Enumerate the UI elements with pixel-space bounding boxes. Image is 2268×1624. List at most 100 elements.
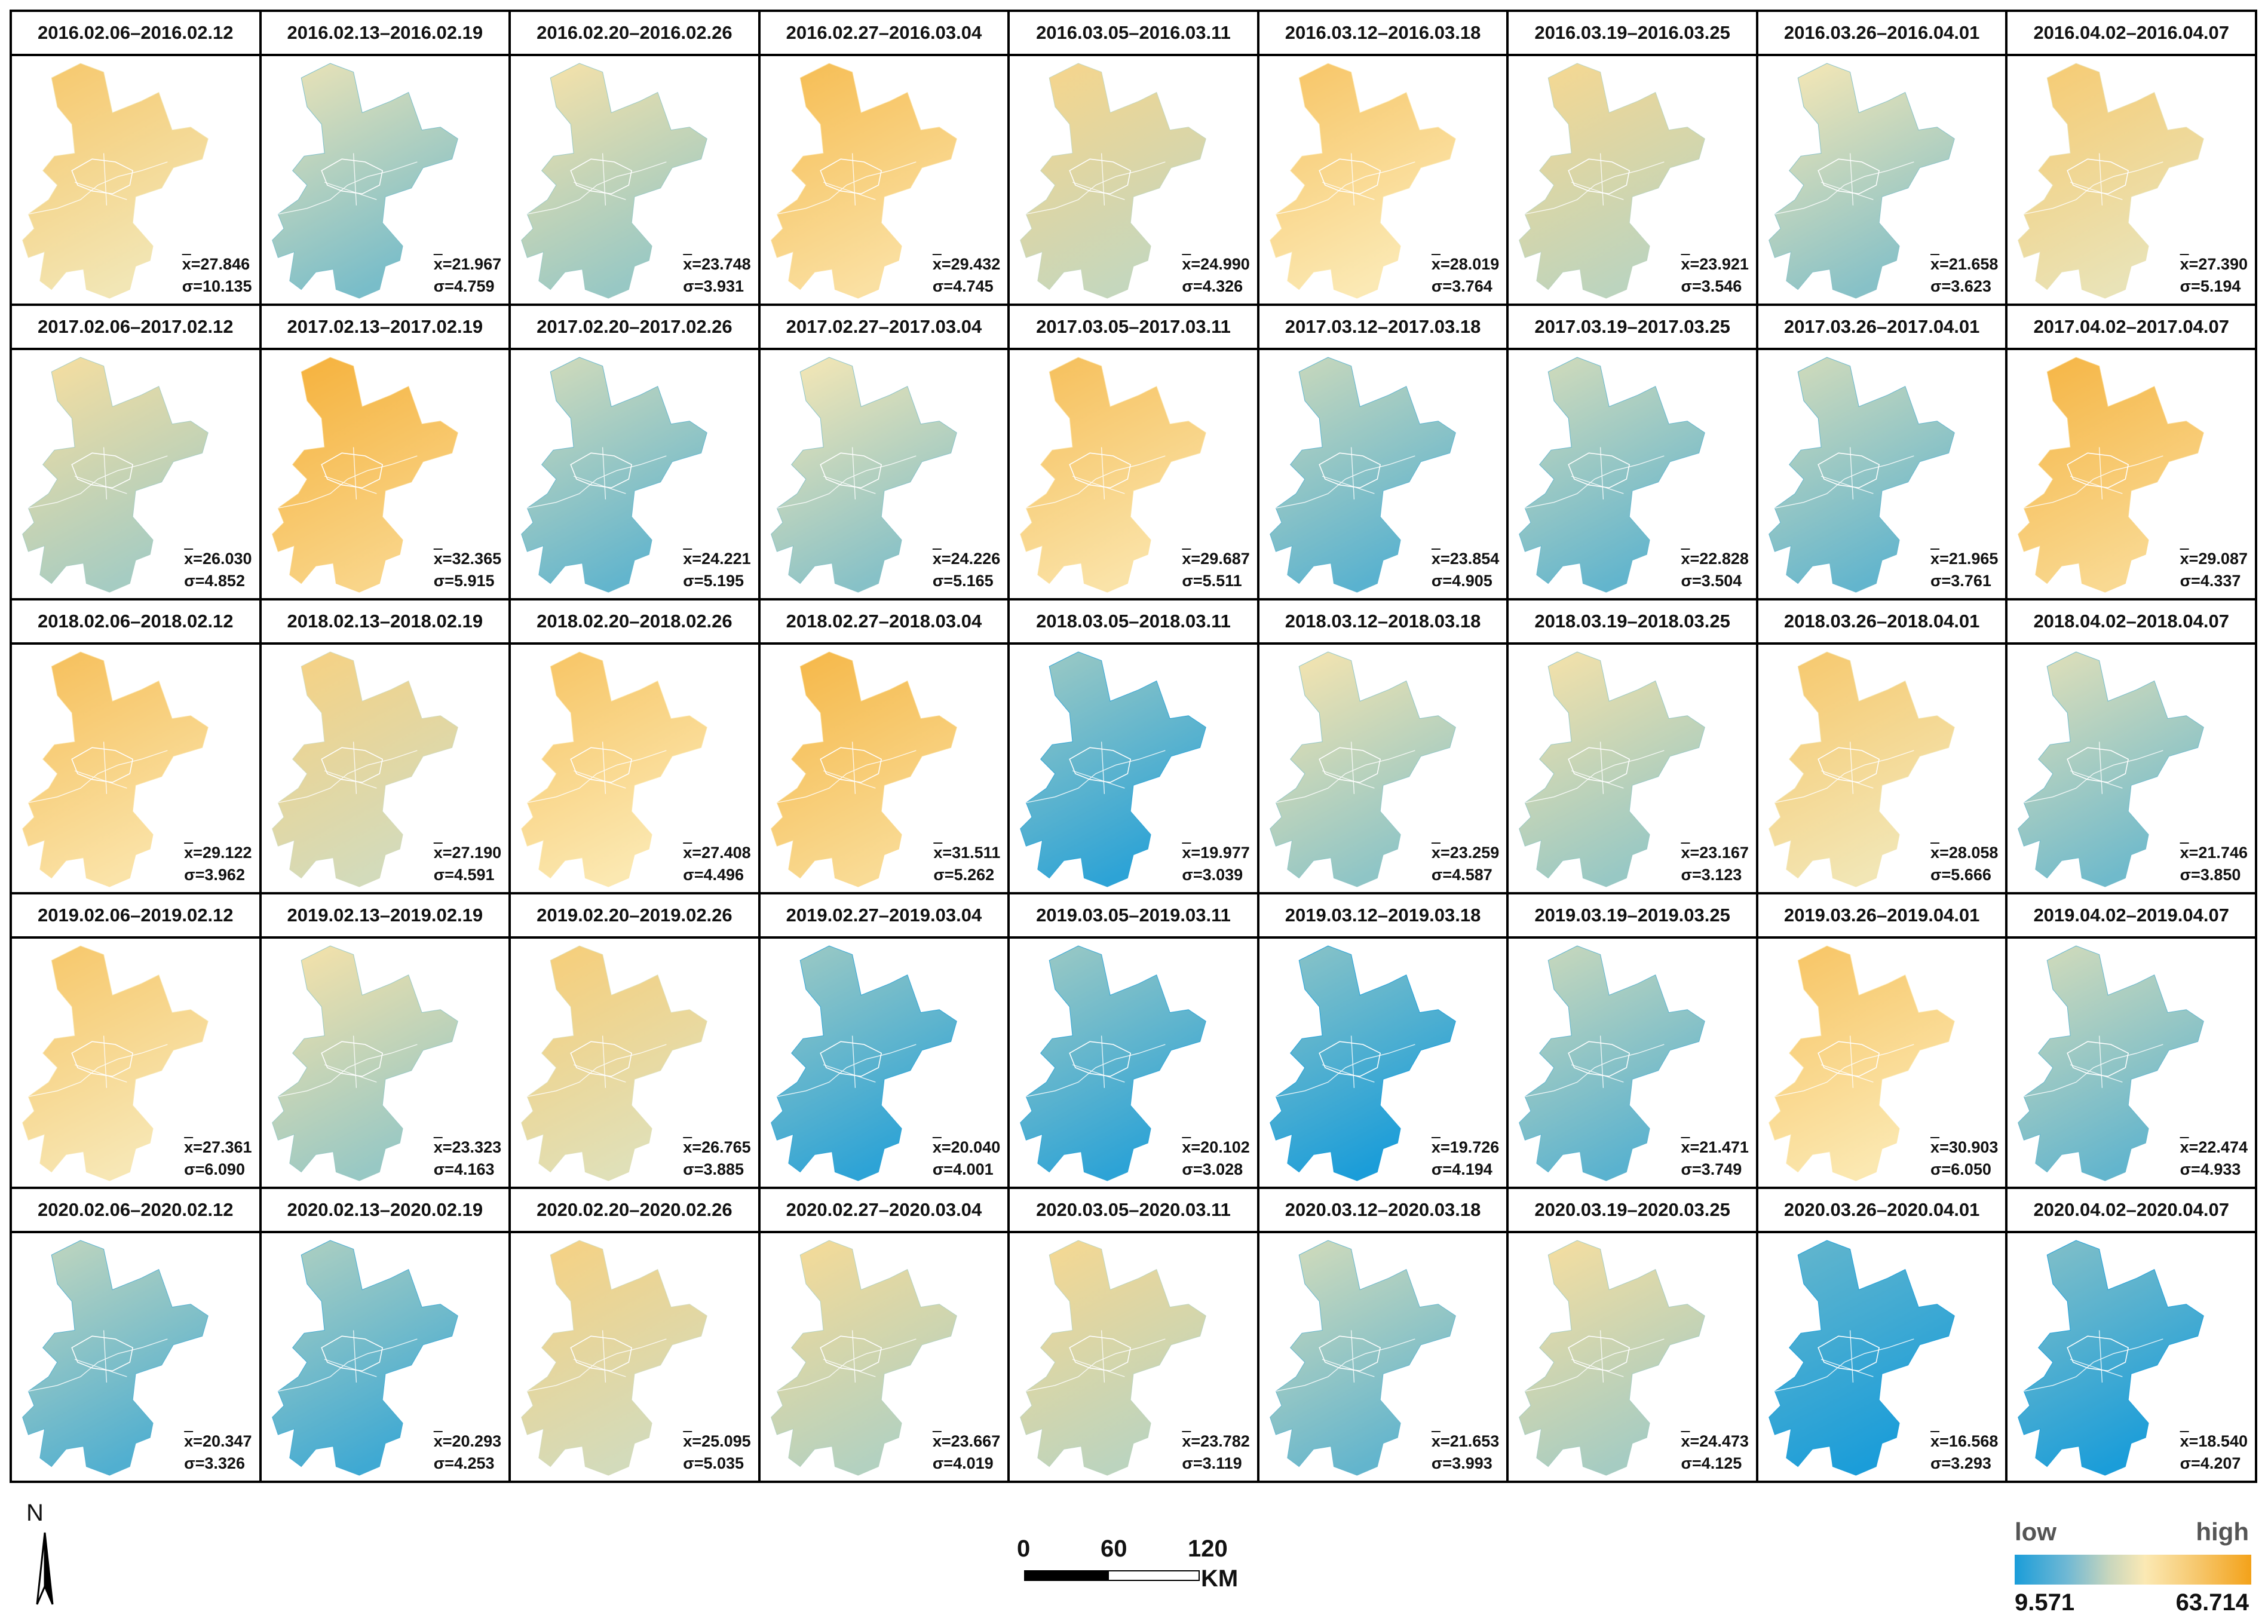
region-map	[1020, 945, 1207, 1181]
sd-value: σ=4.852	[184, 571, 245, 590]
panel-map-area: x=29.432 σ=4.745	[761, 56, 1008, 304]
panel-title: 2020.02.27–2020.03.04	[760, 1189, 1008, 1233]
map-panel: 2017.02.27–2017.03.04 x=24.226 σ=5.165	[760, 306, 1010, 600]
sd-value: σ=6.050	[1930, 1160, 1991, 1178]
sd-value: σ=5.511	[1182, 571, 1242, 590]
map-panel: 2019.02.27–2019.03.04 x=20.040 σ=4.001	[760, 894, 1010, 1189]
mean-value: x=30.903	[1930, 1138, 1999, 1156]
panel-title: 2016.03.19–2016.03.25	[1509, 12, 1756, 56]
map-panel: 2019.03.19–2019.03.25 x=21.471 σ=3.749	[1509, 894, 1758, 1189]
map-panel: 2018.02.06–2018.02.12 x=29.122 σ=3.962	[12, 600, 262, 895]
panel-map-area: x=29.687 σ=5.511	[1010, 350, 1257, 597]
region-map	[1769, 1240, 1955, 1476]
mean-value: x=21.965	[1930, 549, 1999, 568]
sd-value: σ=3.039	[1182, 866, 1243, 884]
panel-map-area: x=24.226 σ=5.165	[761, 350, 1008, 597]
panel-map-area: x=26.765 σ=3.885	[511, 939, 758, 1186]
map-panel: 2016.02.06–2016.02.12 x=27.846 σ=10.135	[12, 12, 262, 307]
map-panel: 2020.02.06–2020.02.12 x=20.347 σ=3.326	[12, 1188, 262, 1483]
region-map	[1519, 945, 1706, 1181]
panel-map-area: x=23.323 σ=4.163	[262, 939, 509, 1186]
north-label: N	[26, 1500, 44, 1526]
mean-value: x=24.221	[683, 549, 751, 568]
region-map	[1020, 357, 1207, 593]
panel-stats: x=18.540 σ=4.207	[2180, 1430, 2248, 1475]
sd-value: σ=3.885	[683, 1160, 744, 1178]
region-map	[1020, 63, 1207, 299]
mean-value: x=27.361	[184, 1138, 252, 1156]
panel-map-area: x=26.030 σ=4.852	[12, 350, 259, 597]
panel-map-area: x=28.019 σ=3.764	[1259, 56, 1507, 304]
panel-map-area: x=21.658 σ=3.623	[1758, 56, 2006, 304]
panel-title: 2016.03.26–2016.04.01	[1758, 12, 2006, 56]
map-panel: 2017.02.20–2017.02.26 x=24.221 σ=5.195	[511, 306, 761, 600]
region-map	[1020, 651, 1207, 887]
panel-map-area: x=27.361 σ=6.090	[12, 939, 259, 1186]
sd-value: σ=3.504	[1681, 571, 1742, 590]
panel-map-area: x=19.977 σ=3.039	[1010, 645, 1257, 892]
region-map	[770, 357, 957, 593]
mean-value: x=23.323	[433, 1138, 502, 1156]
panel-title: 2016.02.13–2016.02.19	[261, 12, 509, 56]
panel-stats: x=26.030 σ=4.852	[184, 548, 252, 592]
mean-value: x=24.990	[1182, 255, 1250, 274]
map-panel: 2016.03.19–2016.03.25 x=23.921 σ=3.546	[1509, 12, 1758, 307]
mean-value: x=21.746	[2180, 844, 2248, 862]
mean-value: x=29.122	[184, 844, 252, 862]
mean-value: x=32.365	[433, 549, 502, 568]
panel-stats: x=28.058 σ=5.666	[1930, 842, 1998, 886]
mean-value: x=28.058	[1930, 844, 1999, 862]
region-map	[22, 945, 209, 1181]
map-panel: 2018.03.05–2018.03.11 x=19.977 σ=3.039	[1010, 600, 1259, 895]
panel-stats: x=19.977 σ=3.039	[1182, 842, 1249, 886]
region-map	[770, 63, 957, 299]
panel-map-area: x=28.058 σ=5.666	[1758, 645, 2006, 892]
region-map	[521, 1240, 707, 1476]
sd-value: σ=4.207	[2180, 1454, 2241, 1472]
region-map	[1519, 63, 1706, 299]
north-arrow-icon	[36, 1532, 54, 1605]
panel-stats: x=23.921 σ=3.546	[1681, 253, 1748, 298]
sd-value: σ=3.293	[1930, 1454, 1991, 1472]
sd-value: σ=5.915	[433, 571, 495, 590]
panel-stats: x=21.965 σ=3.761	[1930, 548, 1998, 592]
mean-value: x=21.653	[1431, 1432, 1500, 1450]
panel-title: 2018.02.06–2018.02.12	[12, 600, 259, 645]
panel-stats: x=20.293 σ=4.253	[434, 1430, 501, 1475]
region-map	[1769, 357, 1955, 593]
panel-title: 2019.02.06–2019.02.12	[12, 894, 259, 939]
region-map	[1519, 1240, 1706, 1476]
map-panel: 2017.02.06–2017.02.12 x=26.030 σ=4.852	[12, 306, 262, 600]
sd-value: σ=4.019	[932, 1454, 994, 1472]
region-map	[271, 63, 458, 299]
panel-map-area: x=22.828 σ=3.504	[1509, 350, 1756, 597]
panel-map-area: x=24.990 σ=4.326	[1010, 56, 1257, 304]
panel-map-area: x=31.511 σ=5.262	[761, 645, 1008, 892]
mean-value: x=19.726	[1431, 1138, 1500, 1156]
panel-stats: x=23.748 σ=3.931	[683, 253, 750, 298]
sd-value: σ=4.759	[433, 277, 495, 296]
sd-value: σ=4.253	[433, 1454, 495, 1472]
panel-stats: x=23.667 σ=4.019	[933, 1430, 1000, 1475]
mean-value: x=25.095	[683, 1432, 751, 1450]
region-map	[1020, 1240, 1207, 1476]
sd-value: σ=4.905	[1431, 571, 1492, 590]
panel-stats: x=27.846 σ=10.135	[182, 253, 252, 298]
map-panel: 2016.03.05–2016.03.11 x=24.990 σ=4.326	[1010, 12, 1259, 307]
scale-tick-60: 60	[1101, 1536, 1127, 1562]
region-map	[1519, 651, 1706, 887]
panel-title: 2016.03.05–2016.03.11	[1010, 12, 1257, 56]
panel-stats: x=19.726 σ=4.194	[1432, 1136, 1499, 1181]
panel-stats: x=25.095 σ=5.035	[683, 1430, 750, 1475]
panel-stats: x=29.087 σ=4.337	[2180, 548, 2248, 592]
panel-title: 2019.03.26–2019.04.01	[1758, 894, 2006, 939]
sd-value: σ=3.326	[184, 1454, 245, 1472]
region-map	[521, 945, 707, 1181]
panel-map-area: x=23.167 σ=3.123	[1509, 645, 1756, 892]
panel-stats: x=20.347 σ=3.326	[184, 1430, 252, 1475]
region-map	[1519, 357, 1706, 593]
panel-title: 2020.03.26–2020.04.01	[1758, 1189, 2006, 1233]
panel-title: 2017.03.05–2017.03.11	[1010, 306, 1257, 351]
region-map	[271, 651, 458, 887]
panel-stats: x=21.653 σ=3.993	[1432, 1430, 1499, 1475]
